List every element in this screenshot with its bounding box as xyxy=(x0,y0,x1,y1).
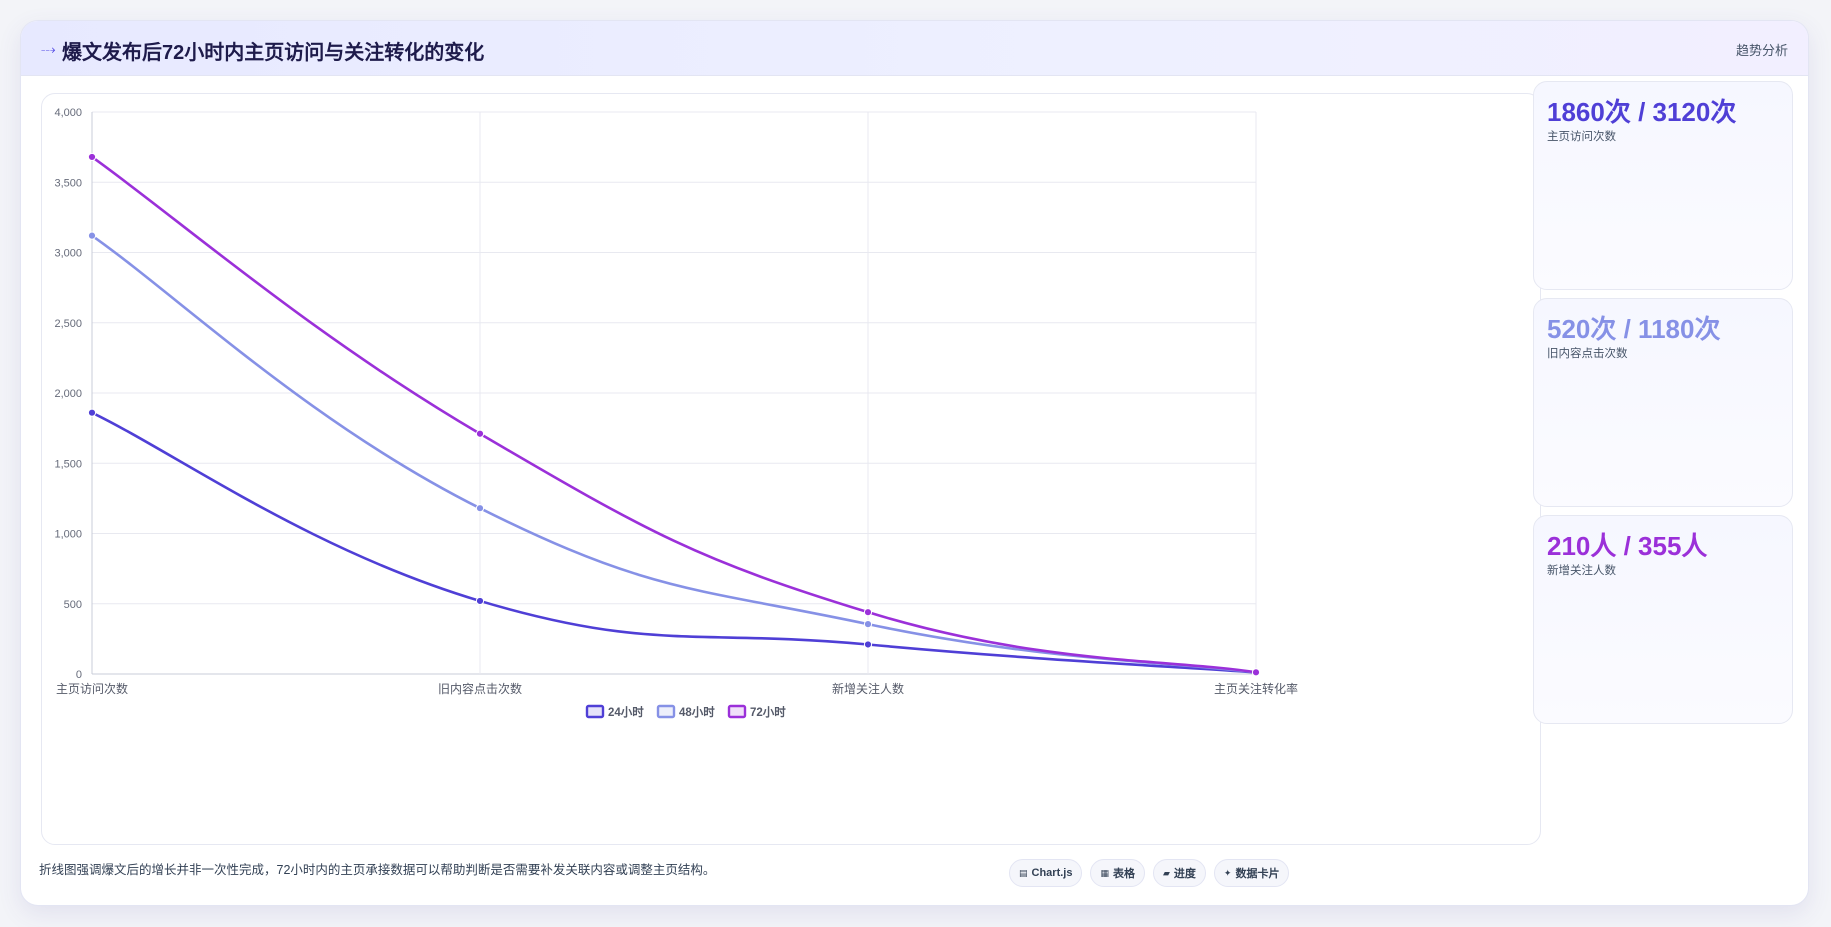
footer-note: 折线图强调爆文后的增长并非一次性完成，72小时内的主页承接数据可以帮助判断是否需… xyxy=(39,863,716,877)
table-icon: ▦ xyxy=(1100,867,1109,878)
pill-label: 表格 xyxy=(1113,868,1135,880)
pill-chartjs[interactable]: ▤ Chart.js xyxy=(1009,859,1083,887)
data-point xyxy=(863,620,873,629)
chart-card: ⤏ 爆文发布后72小时内主页访问与关注转化的变化 趋势分析 0 500 1,000 1… xyxy=(20,20,1809,906)
legend-label: 24小时 xyxy=(608,705,644,719)
data-point xyxy=(475,429,485,438)
card-header: ⤏ 爆文发布后72小时内主页访问与关注转化的变化 趋势分析 xyxy=(21,21,1808,76)
y-tick-label: 1,000 xyxy=(54,529,82,541)
y-tick-label: 2,000 xyxy=(54,388,82,400)
pill-label: Chart.js xyxy=(1031,867,1073,879)
legend-label: 72小时 xyxy=(750,705,786,719)
pill-data-card[interactable]: ✦ 数据卡片 xyxy=(1213,859,1290,887)
stat-value: 210人 / 355人 xyxy=(1547,531,1708,561)
line-chart: 0 500 1,000 1,500 2,000 2,500 3,000 3,500 4,000 主… xyxy=(54,107,1298,719)
x-tick-label: 主页访问次数 xyxy=(56,681,128,696)
series-line xyxy=(91,411,1257,674)
progress-icon: ▰ xyxy=(1163,867,1170,878)
stat-card-clicks: 520次 / 1180次 旧内容点击次数 xyxy=(1533,298,1793,507)
series-line xyxy=(91,234,1257,674)
pill-progress[interactable]: ▰ 进度 xyxy=(1153,859,1206,887)
legend-swatch xyxy=(727,704,747,719)
x-tick-label: 主页关注转化率 xyxy=(1214,681,1298,696)
y-tick-label: 3,500 xyxy=(54,177,82,189)
x-tick-label: 旧内容点击次数 xyxy=(438,681,522,696)
data-point xyxy=(87,231,97,240)
data-point xyxy=(475,504,485,513)
y-tick-label: 2,500 xyxy=(54,318,82,330)
data-point xyxy=(1251,668,1261,677)
y-tick-label: 1,500 xyxy=(54,458,82,470)
data-point xyxy=(87,408,97,417)
data-point xyxy=(87,152,97,162)
stat-value: 1860次 / 3120次 xyxy=(1547,97,1737,127)
chart-title: 爆文发布后72小时内主页访问与关注转化的变化 xyxy=(62,42,485,64)
y-tick-label: 500 xyxy=(64,599,82,611)
chart-icon: ▤ xyxy=(1019,867,1028,878)
pill-label: 进度 xyxy=(1173,868,1196,880)
y-tick-label: 0 xyxy=(76,669,82,681)
x-tick-label: 新增关注人数 xyxy=(832,681,904,696)
legend-label: 48小时 xyxy=(679,705,715,719)
stat-label: 主页访问次数 xyxy=(1547,131,1616,143)
card-icon: ✦ xyxy=(1223,867,1232,878)
legend-swatch xyxy=(585,704,605,719)
series-line xyxy=(91,155,1257,674)
chart-panel: 0 500 1,000 1,500 2,000 2,500 3,000 3,500 4,000 主… xyxy=(41,93,1541,845)
data-point xyxy=(475,596,485,606)
legend-swatch xyxy=(656,704,676,719)
stat-label: 新增关注人数 xyxy=(1547,565,1616,577)
trend-analysis-tag[interactable]: 趋势分析 xyxy=(1735,43,1788,58)
pill-table[interactable]: ▦ 表格 xyxy=(1090,859,1145,887)
data-point xyxy=(863,640,873,649)
tech-pills: ▤ Chart.js ▦ 表格 ▰ 进度 ✦ 数据卡片 xyxy=(1009,859,1290,887)
y-tick-label: 4,000 xyxy=(54,107,82,119)
stat-card-visits: 1860次 / 3120次 主页访问次数 xyxy=(1533,81,1793,290)
comet-icon: ⤏ xyxy=(41,41,56,57)
data-point xyxy=(863,608,873,617)
y-tick-label: 3,000 xyxy=(54,248,82,260)
stat-card-follows: 210人 / 355人 新增关注人数 xyxy=(1533,515,1793,724)
pill-label: 数据卡片 xyxy=(1235,868,1280,880)
stat-value: 520次 / 1180次 xyxy=(1547,314,1721,344)
stat-label: 旧内容点击次数 xyxy=(1547,348,1628,360)
